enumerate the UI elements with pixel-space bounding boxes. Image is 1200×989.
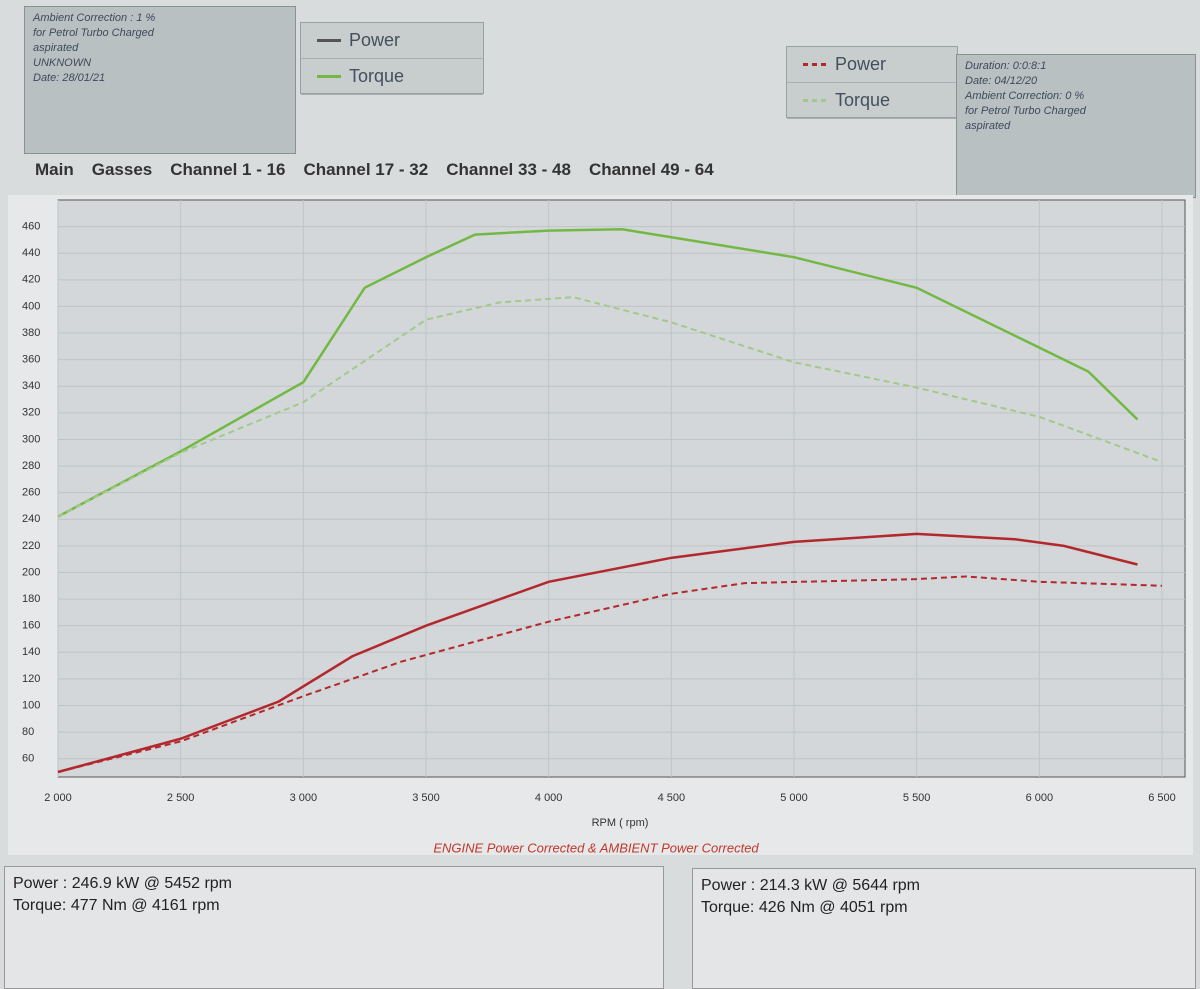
tab[interactable]: Channel 17 - 32: [303, 160, 429, 179]
y-tick-label: 460: [22, 221, 40, 233]
legend-item: Torque: [301, 59, 483, 95]
info-line: aspirated: [965, 120, 1011, 132]
left-info: Ambient Correction : 1 % for Petrol Turb…: [24, 6, 296, 154]
info-line: for Petrol Turbo Charged: [965, 105, 1086, 117]
tab[interactable]: Channel 1 - 16: [170, 160, 286, 179]
result-a: Power : 246.9 kW @ 5452 rpm Torque: 477 …: [4, 866, 664, 989]
tab[interactable]: Channel 33 - 48: [446, 160, 571, 179]
x-tick-label: 3 500: [412, 792, 440, 804]
y-tick-label: 280: [22, 460, 40, 472]
info-line: Duration: 0:0:8:1: [965, 60, 1047, 72]
legend-item: Torque: [787, 83, 957, 119]
y-tick-label: 420: [22, 274, 40, 286]
legend-a: Power Torque: [300, 22, 484, 95]
y-tick-label: 160: [22, 620, 40, 632]
y-tick-label: 240: [22, 513, 40, 525]
result-line: Power : 246.9 kW @ 5452 rpm: [13, 875, 232, 892]
y-tick-label: 180: [22, 593, 40, 605]
y-tick-label: 80: [22, 726, 34, 738]
x-tick-label: 3 000: [290, 792, 318, 804]
y-tick-label: 220: [22, 540, 40, 552]
y-tick-label: 100: [22, 699, 40, 711]
info-line: UNKNOWN: [33, 57, 92, 69]
legend-label: Power: [349, 30, 401, 50]
info-line: for Petrol Turbo Charged: [33, 27, 154, 39]
y-tick-label: 140: [22, 646, 40, 658]
y-tick-label: 320: [22, 407, 40, 419]
result-b: Power : 214.3 kW @ 5644 rpm Torque: 426 …: [692, 868, 1196, 989]
x-tick-label: 6 500: [1148, 792, 1176, 804]
x-tick-label: 4 500: [658, 792, 686, 804]
y-tick-label: 300: [22, 433, 40, 445]
y-tick-label: 120: [22, 673, 40, 685]
y-tick-label: 440: [22, 247, 40, 259]
y-tick-label: 360: [22, 354, 40, 366]
info-line: Date: 04/12/20: [965, 75, 1038, 87]
x-tick-label: 4 000: [535, 792, 563, 804]
info-line: Date: 28/01/21: [33, 72, 106, 84]
legend-label: Power: [835, 54, 887, 74]
y-tick-label: 400: [22, 300, 40, 312]
right-info: Duration: 0:0:8:1 Date: 04/12/20 Ambient…: [956, 54, 1196, 198]
y-tick-label: 260: [22, 487, 40, 499]
x-tick-label: 5 000: [780, 792, 808, 804]
result-line: Torque: 477 Nm @ 4161 rpm: [13, 897, 220, 914]
tab[interactable]: Main: [35, 160, 74, 179]
tab[interactable]: Channel 49 - 64: [588, 160, 714, 179]
y-tick-label: 60: [22, 753, 34, 765]
legend-label: Torque: [349, 66, 405, 86]
series-line: [57, 228, 1139, 518]
info-line: aspirated: [33, 42, 79, 54]
tab[interactable]: Gasses: [91, 160, 153, 179]
y-tick-label: 200: [22, 566, 40, 578]
plot-area: [57, 199, 1186, 778]
series-line: [57, 532, 1138, 774]
y-tick-label: 380: [22, 327, 40, 339]
info-line: Ambient Correction: 0 %: [965, 90, 1085, 102]
chart: RPM ( rpm) ENGINE Power Corrected & AMBI…: [8, 195, 1193, 855]
x-tick-label: 5 500: [903, 792, 931, 804]
info-line: Ambient Correction : 1 %: [33, 12, 156, 24]
legend-label: Torque: [835, 90, 891, 110]
legend-item: Power: [787, 47, 957, 83]
y-tick-label: 340: [22, 380, 40, 392]
legend-b: Power Torque: [786, 46, 958, 119]
result-line: Torque: 426 Nm @ 4051 rpm: [701, 899, 908, 916]
x-tick-label: 6 000: [1026, 792, 1054, 804]
series-line: [57, 296, 1163, 518]
tab-bar: Main Gasses Channel 1 - 16 Channel 17 - 32 C…: [35, 160, 732, 180]
x-tick-label: 2 500: [167, 792, 195, 804]
result-line: Power : 214.3 kW @ 5644 rpm: [701, 877, 920, 894]
legend-item: Power: [301, 23, 483, 59]
chart-subtitle: ENGINE Power Corrected & AMBIENT Power C…: [433, 840, 759, 855]
series-line: [57, 575, 1163, 773]
x-tick-label: 2 000: [44, 792, 72, 804]
x-axis-label: RPM ( rpm): [592, 817, 649, 829]
